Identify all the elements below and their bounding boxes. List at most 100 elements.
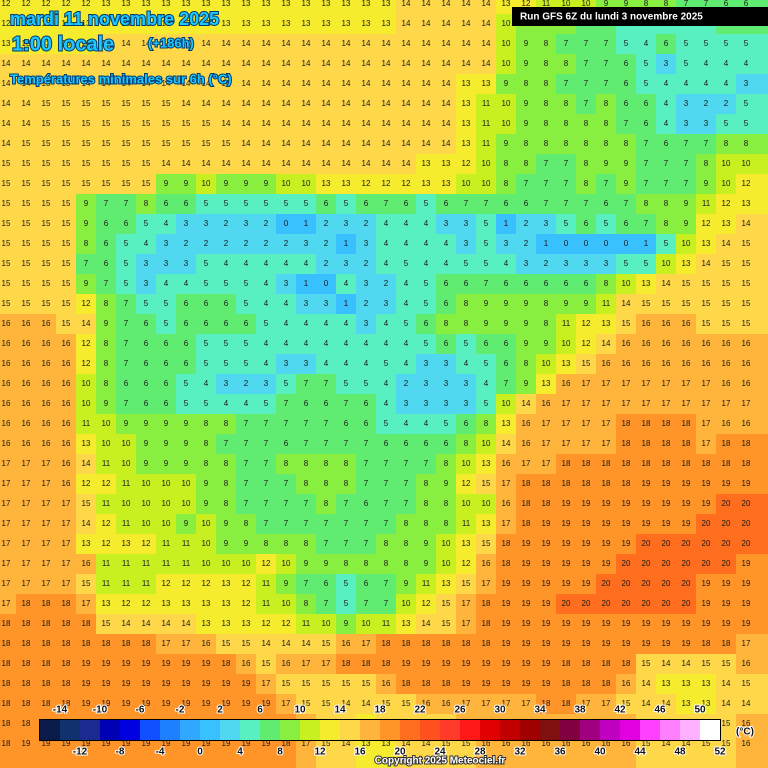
cell-value: 14 [362, 139, 371, 148]
cell-value: 7 [344, 399, 349, 408]
cell-value: 18 [562, 659, 571, 668]
scale-label: 0 [197, 747, 203, 758]
cell-value: 18 [542, 499, 551, 508]
cell [376, 214, 396, 234]
cell [476, 94, 496, 114]
cell [596, 394, 616, 414]
scale-box [260, 720, 280, 740]
cell [676, 494, 696, 514]
cell-value: 18 [522, 479, 531, 488]
cell-value: 6 [444, 299, 449, 308]
cell-value: 14 [282, 639, 291, 648]
cell-value: 6 [364, 399, 369, 408]
cell-value: 17 [42, 579, 51, 588]
cell-value: 19 [622, 519, 631, 528]
cell [596, 34, 616, 54]
cell-value: 16 [522, 439, 531, 448]
cell-value: 8 [744, 139, 749, 148]
cell [116, 254, 136, 274]
cell [176, 54, 196, 74]
cell [496, 254, 516, 274]
cell-value: 4 [404, 239, 409, 248]
cell-value: 10 [182, 499, 191, 508]
cell [356, 414, 376, 434]
cell-value: 4 [304, 339, 309, 348]
cell [116, 394, 136, 414]
cell [316, 54, 336, 74]
cell-value: 14 [62, 59, 71, 68]
cell [676, 274, 696, 294]
cell [436, 34, 456, 54]
cell [636, 494, 656, 514]
cell-value: 13 [682, 679, 691, 688]
cell-value: 9 [124, 419, 129, 428]
cell [116, 154, 136, 174]
cell [536, 94, 556, 114]
cell-value: 9 [404, 579, 409, 588]
cell-value: 13 [382, 0, 391, 8]
cell-value: 7 [384, 499, 389, 508]
cell-value: 6 [644, 99, 649, 108]
cell [76, 394, 96, 414]
cell [336, 334, 356, 354]
cell [516, 114, 536, 134]
cell [296, 314, 316, 334]
cell-value: 4 [664, 119, 669, 128]
cell-value: 14 [482, 0, 491, 8]
cell-value: 7 [264, 499, 269, 508]
cell-value: 4 [324, 339, 329, 348]
cell-value: 19 [482, 679, 491, 688]
cell [636, 114, 656, 134]
cell-value: 18 [482, 599, 491, 608]
cell-value: 7 [304, 579, 309, 588]
cell [716, 234, 736, 254]
cell-value: 14 [42, 59, 51, 68]
cell-value: 12 [102, 539, 111, 548]
cell [396, 114, 416, 134]
cell-value: 17 [522, 459, 531, 468]
cell [336, 94, 356, 114]
scale-box [160, 720, 180, 740]
cell-value: 17 [602, 439, 611, 448]
cell-value: 6 [584, 219, 589, 228]
cell-value: 10 [322, 619, 331, 628]
cell [176, 214, 196, 234]
cell [396, 494, 416, 514]
cell [56, 234, 76, 254]
cell [436, 54, 456, 74]
cell-value: 12 [142, 539, 151, 548]
cell-value: 17 [642, 399, 651, 408]
cell-value: 5 [564, 219, 569, 228]
cell-value: 10 [482, 159, 491, 168]
cell [336, 154, 356, 174]
cell [516, 234, 536, 254]
cell [216, 174, 236, 194]
cell-value: 15 [102, 159, 111, 168]
cell-value: 7 [404, 479, 409, 488]
cell [96, 274, 116, 294]
cell [316, 214, 336, 234]
cell-value: 3 [464, 399, 469, 408]
cell-value: 18 [602, 459, 611, 468]
cell [456, 514, 476, 534]
cell-value: 11 [482, 119, 491, 128]
cell [416, 114, 436, 134]
cell-value: 9 [484, 319, 489, 328]
cell [556, 514, 576, 534]
cell [156, 54, 176, 74]
cell-value: 12 [2, 0, 11, 8]
cell [336, 274, 356, 294]
cell-value: 3 [164, 239, 169, 248]
cell-value: 5 [484, 359, 489, 368]
cell-value: 19 [82, 699, 91, 708]
cell-value: 12 [242, 579, 251, 588]
cell [676, 194, 696, 214]
cell-value: 17 [2, 579, 11, 588]
cell [616, 374, 636, 394]
cell-value: 8 [464, 299, 469, 308]
cell-value: 11 [602, 299, 611, 308]
cell-value: 15 [42, 179, 51, 188]
cell-value: 18 [42, 599, 51, 608]
cell-value: 18 [42, 639, 51, 648]
cell-value: 13 [742, 199, 751, 208]
